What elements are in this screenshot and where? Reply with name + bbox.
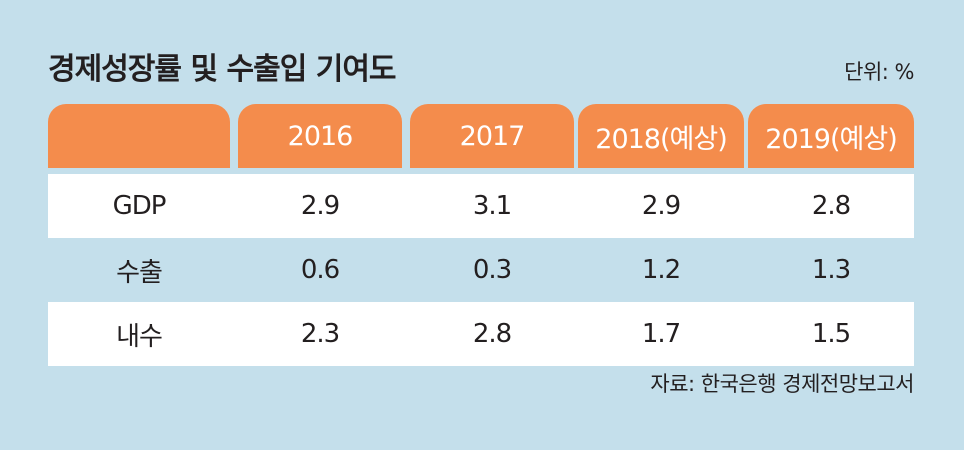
row-label: 내수 xyxy=(116,321,163,352)
table-cell: 1.5 xyxy=(811,319,851,349)
table-cell: 1.3 xyxy=(811,255,851,285)
header-cell-2016: 2016 xyxy=(238,104,402,168)
table-cell: 0.6 xyxy=(300,255,340,285)
table-cell: 1.7 xyxy=(641,319,681,349)
row-label: 수출 xyxy=(116,257,163,288)
table-row-export: 수출 0.6 0.3 1.2 1.3 xyxy=(48,238,914,302)
unit-label: 단위: % xyxy=(844,60,914,84)
table-cell: 1.2 xyxy=(641,255,681,285)
header-cell-2019: 2019(예상) xyxy=(748,104,914,168)
table-cell: 2.8 xyxy=(472,319,512,349)
table-cell: 3.1 xyxy=(472,191,512,221)
table-row-domestic: 내수 2.3 2.8 1.7 1.5 xyxy=(48,302,914,366)
row-label: GDP xyxy=(112,191,167,221)
chart-title: 경제성장률 및 수출입 기여도 xyxy=(48,52,397,87)
table-cell: 2.9 xyxy=(641,191,681,221)
header-cell-2018: 2018(예상) xyxy=(578,104,744,168)
table-cell: 0.3 xyxy=(472,255,512,285)
header-cell-2017: 2017 xyxy=(410,104,574,168)
table-cell: 2.8 xyxy=(811,191,851,221)
header-cell-corner xyxy=(48,104,230,168)
source-note: 자료: 한국은행 경제전망보고서 xyxy=(650,372,914,396)
table-cell: 2.9 xyxy=(300,191,340,221)
table-cell: 2.3 xyxy=(300,319,340,349)
table-row-gdp: GDP 2.9 3.1 2.9 2.8 xyxy=(48,174,914,238)
